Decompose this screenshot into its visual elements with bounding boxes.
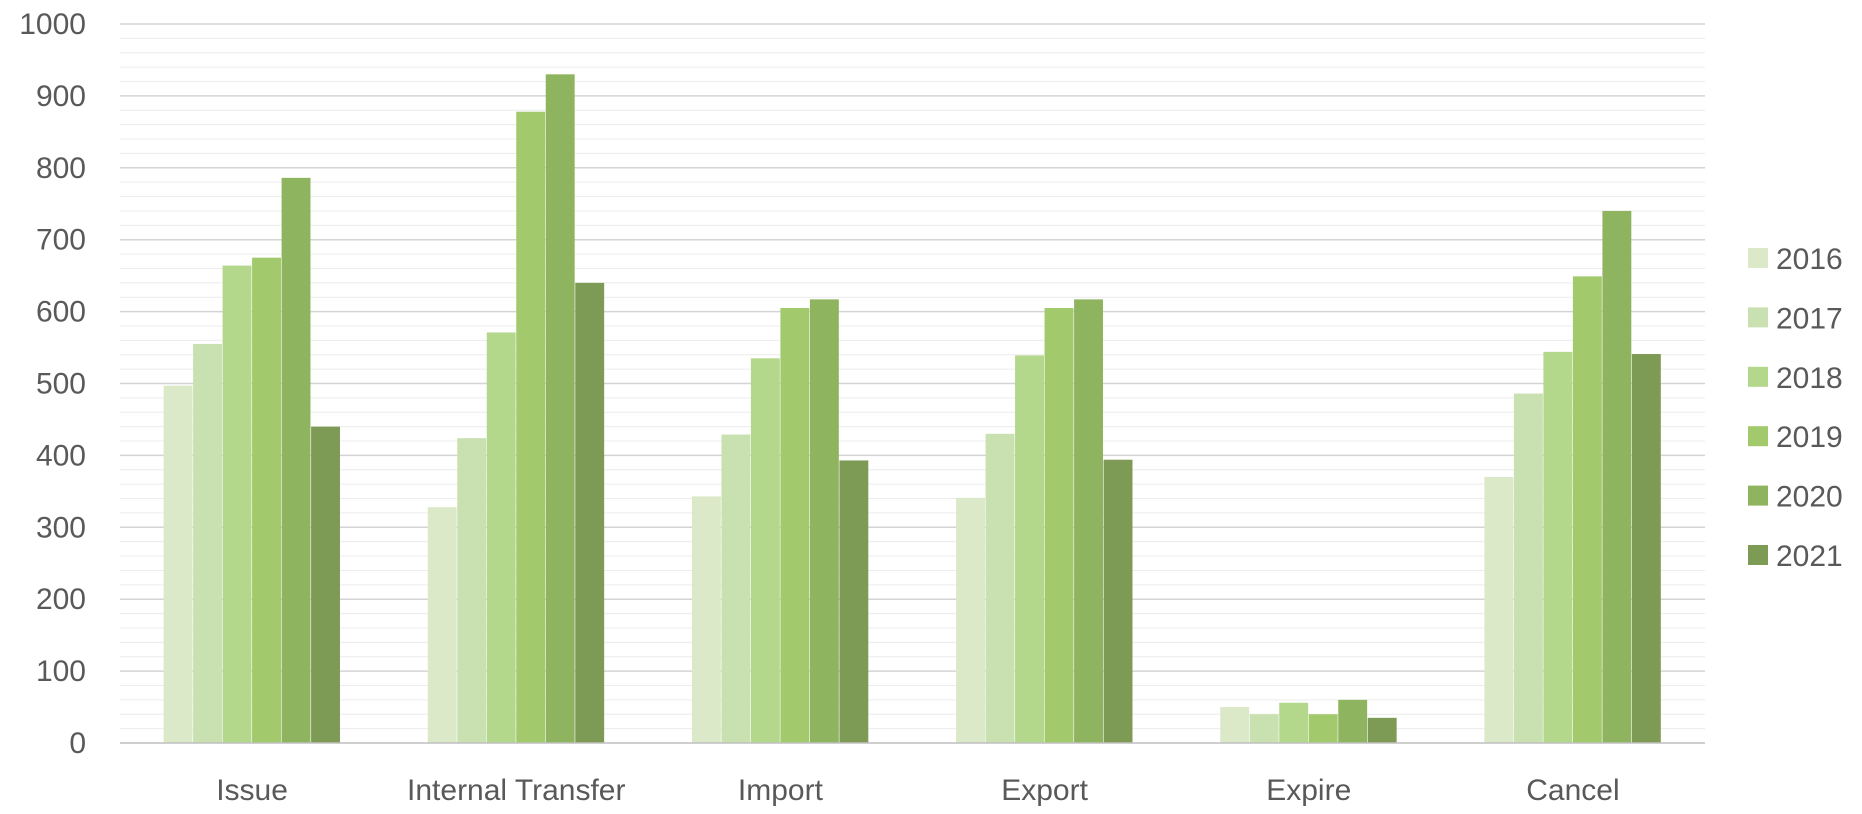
y-tick-label: 200 (36, 583, 86, 616)
bar-2021 (311, 426, 340, 743)
bar-2020 (545, 74, 575, 743)
legend-label-2017: 2017 (1776, 302, 1843, 335)
legend-swatch-2017 (1748, 307, 1768, 328)
bar-2016 (956, 497, 985, 743)
y-tick-label: 700 (36, 224, 86, 257)
legend-swatch-2020 (1748, 485, 1768, 506)
y-tick-label: 900 (36, 80, 86, 113)
bar-2020 (809, 299, 839, 743)
bar-2016 (1220, 707, 1250, 743)
y-tick-label: 300 (36, 511, 86, 544)
bar-2017 (457, 438, 487, 743)
x-category-label: Expire (1266, 774, 1351, 807)
y-tick-label: 800 (36, 152, 86, 185)
x-category-label: Export (1001, 774, 1088, 807)
grid-lines (120, 23, 1705, 730)
legend-swatch-2021 (1748, 545, 1768, 565)
legend: 2016 2017 2018 2019 2020 2021 (1748, 243, 1843, 573)
x-category-label: Import (738, 774, 824, 807)
legend-label-2020: 2020 (1776, 481, 1843, 514)
bars (163, 74, 1661, 744)
y-tick-label: 400 (36, 439, 86, 472)
bar-2016 (1484, 476, 1514, 743)
legend-swatch-2016 (1748, 248, 1768, 268)
bar-2017 (721, 434, 751, 743)
bar-2017 (1513, 393, 1543, 743)
bar-2020 (281, 177, 311, 744)
bar-2019 (516, 111, 546, 743)
bar-2016 (163, 385, 193, 743)
bar-2021 (1367, 717, 1397, 743)
y-tick-label: 100 (36, 655, 86, 688)
bar-2019 (1572, 276, 1602, 743)
y-tick-label: 500 (36, 368, 86, 401)
bar-2018 (1543, 351, 1573, 743)
legend-label-2016: 2016 (1776, 243, 1843, 276)
bar-2017 (985, 433, 1015, 743)
bar-2021 (1631, 354, 1661, 743)
bar-2018 (222, 265, 252, 743)
axes: 0 100 200 300 400 500 600 700 800 900 1000 Issue Int… (19, 8, 1705, 807)
bar-2018 (1015, 355, 1044, 743)
bar-2020 (1602, 210, 1632, 743)
bar-2019 (780, 308, 810, 743)
bar-2018 (750, 358, 780, 743)
bar-2019 (1044, 308, 1074, 743)
bar-2020 (1074, 299, 1103, 743)
x-category-label: Issue (216, 774, 288, 807)
y-tick-label: 0 (69, 727, 86, 760)
bar-2019 (252, 257, 281, 743)
legend-swatch-2018 (1748, 366, 1768, 387)
y-tick-label: 1000 (19, 8, 86, 41)
bar-2021 (575, 282, 605, 743)
legend-label-2021: 2021 (1776, 540, 1843, 573)
bar-2018 (486, 332, 516, 743)
bar-2020 (1338, 699, 1368, 743)
bar-2016 (427, 507, 457, 743)
bar-2018 (1279, 702, 1309, 743)
bar-2019 (1308, 714, 1338, 743)
x-category-label: Cancel (1526, 774, 1619, 807)
legend-label-2019: 2019 (1776, 421, 1843, 454)
y-tick-label: 600 (36, 296, 86, 329)
legend-label-2018: 2018 (1776, 362, 1843, 395)
x-category-label: Internal Transfer (407, 774, 625, 807)
bar-2016 (691, 496, 721, 743)
bar-2017 (193, 343, 222, 743)
bar-2021 (1103, 459, 1133, 743)
bar-2017 (1249, 714, 1279, 743)
legend-swatch-2019 (1748, 426, 1768, 447)
bar-2021 (839, 460, 869, 743)
